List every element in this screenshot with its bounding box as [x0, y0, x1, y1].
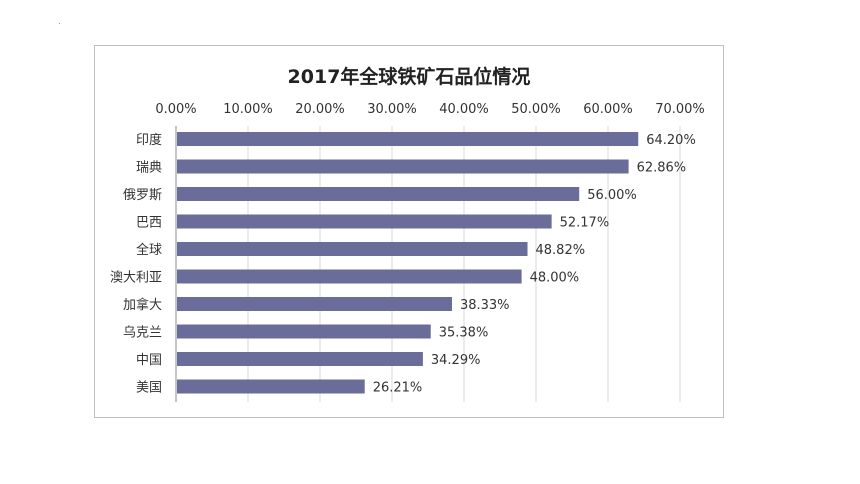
bar	[177, 324, 431, 339]
category-label: 俄罗斯	[123, 188, 162, 203]
x-tick-label: 10.00%	[223, 102, 273, 117]
bar	[177, 187, 580, 201]
x-tick-label: 50.00%	[511, 102, 561, 117]
category-label: 加拿大	[123, 297, 162, 313]
category-label: 澳大利亚	[110, 270, 162, 286]
x-tick-label: 30.00%	[367, 102, 417, 117]
x-tick-label: 0.00%	[155, 102, 196, 117]
data-label: 48.00%	[530, 271, 580, 286]
data-label: 52.17%	[560, 216, 610, 231]
stray-dot	[59, 23, 60, 24]
x-tick-label: 70.00%	[655, 102, 705, 117]
data-label: 56.00%	[587, 188, 637, 203]
category-label: 美国	[136, 381, 162, 396]
data-label: 48.82%	[536, 243, 586, 258]
bar	[177, 132, 639, 146]
bar	[177, 297, 452, 311]
data-label: 62.86%	[637, 161, 687, 176]
data-label: 26.21%	[373, 381, 423, 396]
data-label: 64.20%	[646, 133, 696, 148]
data-label: 34.29%	[431, 353, 481, 368]
bar	[177, 352, 423, 366]
bar	[177, 269, 522, 284]
category-label: 全球	[136, 242, 162, 258]
x-tick-label: 40.00%	[439, 102, 489, 117]
category-label: 瑞典	[136, 161, 162, 176]
bar	[177, 159, 629, 174]
chart-title: 2017年全球铁矿石品位情况	[287, 66, 531, 88]
category-label: 巴西	[136, 216, 162, 231]
bar	[177, 242, 528, 256]
category-label: 中国	[136, 353, 162, 368]
category-label: 乌克兰	[123, 325, 162, 341]
data-label: 38.33%	[460, 298, 510, 313]
bar	[177, 379, 365, 394]
x-tick-label: 20.00%	[295, 102, 345, 117]
data-label: 35.38%	[439, 326, 489, 341]
bar	[177, 214, 552, 229]
x-tick-label: 60.00%	[583, 102, 633, 117]
category-label: 印度	[136, 132, 162, 148]
